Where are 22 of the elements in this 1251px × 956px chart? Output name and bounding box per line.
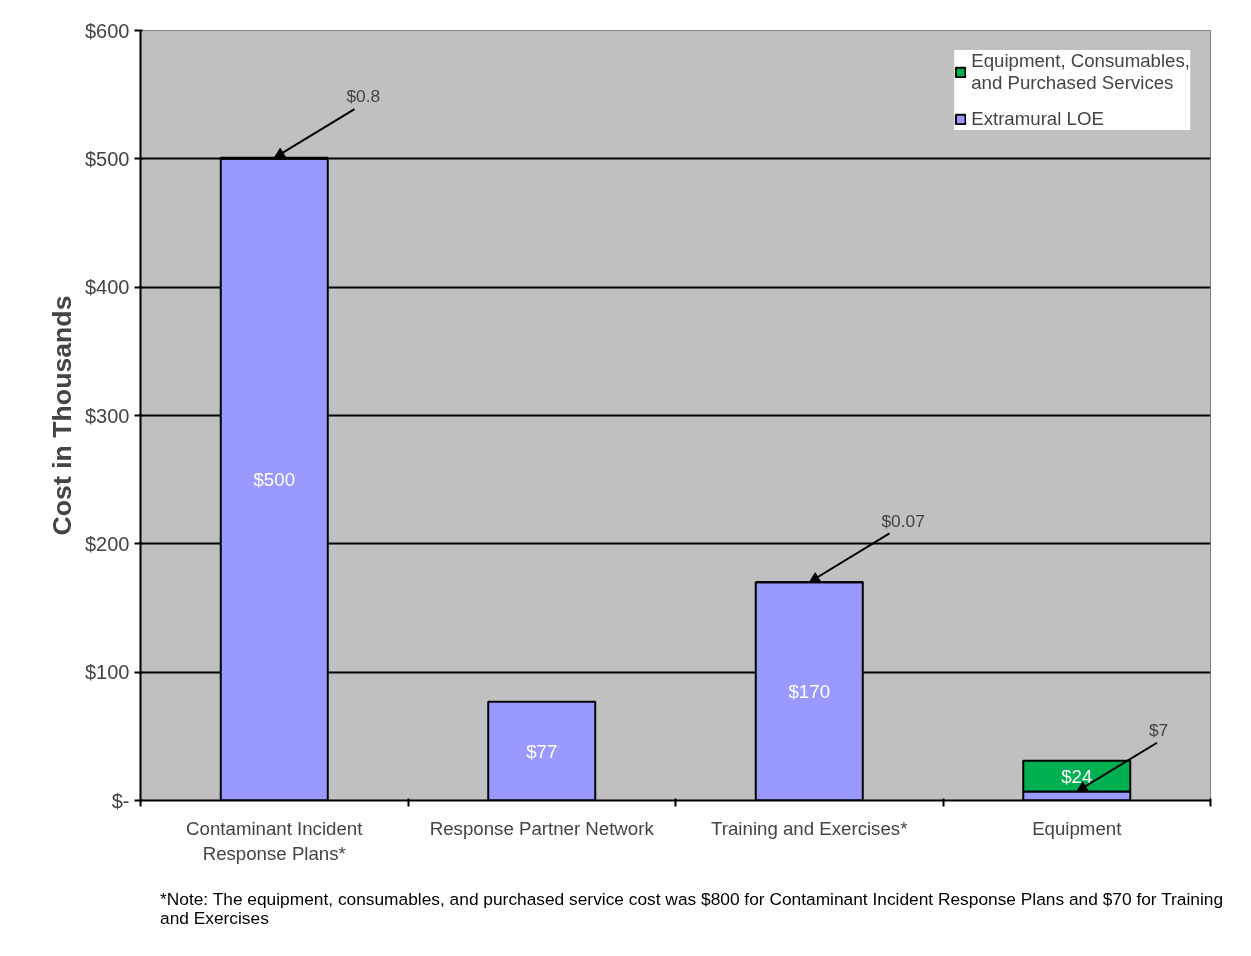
- data-label: $500: [253, 469, 296, 491]
- y-tick-label: $300: [85, 404, 130, 427]
- annotation: $0.07: [881, 510, 925, 531]
- data-label: $170: [788, 680, 831, 702]
- x-tick-label: Contaminant Incident Response Plans*: [186, 817, 364, 864]
- y-tick-label: $400: [85, 276, 130, 299]
- legend-label: Equipment, Consumables, and Purchased Services: [971, 50, 1190, 94]
- annotation: $0.8: [346, 86, 381, 107]
- x-tick-label: Training and Exercises*: [711, 817, 908, 839]
- y-tick-label: $-: [111, 789, 130, 812]
- data-label: $77: [526, 740, 558, 762]
- legend-label: Extramural LOE: [971, 108, 1104, 130]
- text: *Note: The equipment, consumables, and purchased service cost was $800 for Contaminant Incident Response Plans and $70 for Training and Exercises: [160, 889, 1225, 929]
- y-axis-title: Cost in Thousands: [47, 295, 78, 536]
- y-tick-label: $500: [85, 147, 130, 170]
- y-tick-label: $200: [85, 532, 130, 555]
- x-tick-label: Response Partner Network: [429, 817, 655, 839]
- annotation: $7: [1148, 720, 1169, 741]
- y-tick-label: $600: [85, 19, 130, 42]
- x-tick-label: Equipment: [1032, 817, 1123, 839]
- y-tick-label: $100: [85, 661, 130, 684]
- data-label: $24: [1061, 765, 1093, 787]
